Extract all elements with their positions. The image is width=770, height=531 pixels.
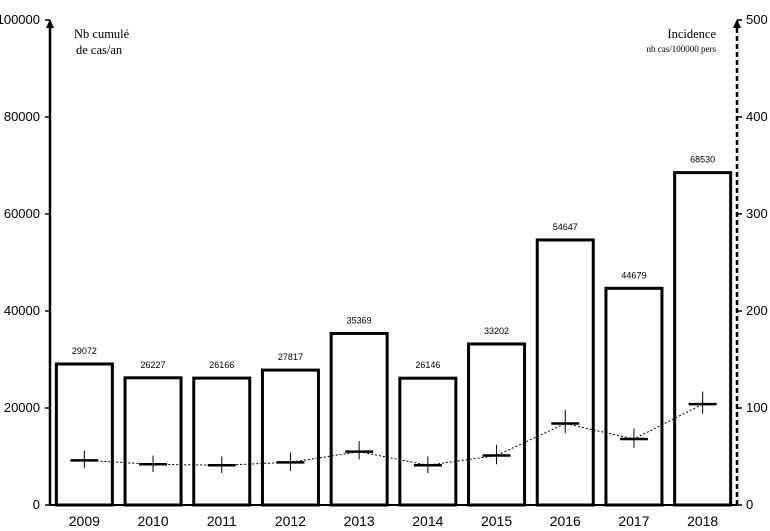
left-tick-label: 20000 [4, 400, 40, 415]
bar-data-label: 35369 [347, 315, 372, 325]
right-tick-label: 0 [746, 497, 753, 512]
right-y-axis: 0 100 200 300 400 500 [733, 12, 768, 512]
x-tick-label: 2014 [412, 513, 443, 529]
left-tick-label: 100000 [0, 12, 40, 27]
incidence-line-series [70, 391, 717, 473]
x-tick-label: 2011 [207, 513, 237, 529]
bar [329, 331, 389, 507]
bar [398, 376, 458, 507]
left-axis-arrow-icon [46, 19, 54, 28]
left-tick-label: 40000 [4, 303, 40, 318]
bar-series: 29072 26227 26166 27817 35369 26146 33202 54647… [54, 155, 733, 507]
bar-data-label: 26146 [415, 360, 440, 370]
bar [260, 368, 320, 507]
bar [535, 238, 595, 507]
bar-data-label: 26166 [209, 360, 234, 370]
x-axis: 2009 2010 2011 2012 2013 2014 2015 2016 2017 2018 [50, 504, 737, 529]
bar [604, 286, 664, 507]
x-tick-label: 2010 [137, 513, 168, 529]
bar-data-label: 54647 [553, 222, 578, 232]
bar-data-label: 29072 [72, 346, 97, 356]
x-tick-label: 2012 [275, 513, 306, 529]
bar [673, 171, 733, 507]
x-tick-label: 2013 [344, 513, 375, 529]
left-y-axis: 0 20000 40000 60000 80000 100000 [0, 12, 54, 512]
bar [123, 376, 183, 507]
x-tick-label: 2016 [550, 513, 581, 529]
right-tick-label: 400 [746, 109, 768, 124]
right-axis-title: Incidence [667, 27, 716, 41]
left-axis-title-line-1: Nb cumulé [74, 27, 130, 41]
left-axis-title-line-2: de cas/an [76, 43, 123, 57]
right-axis-subtitle: nb cas/100000 pers [647, 44, 717, 54]
bar [192, 376, 252, 507]
right-axis-arrow-icon [733, 19, 741, 28]
bar-data-label: 33202 [484, 326, 509, 336]
left-tick-label: 0 [33, 497, 40, 512]
left-tick-label: 60000 [4, 206, 40, 221]
bar [54, 362, 114, 507]
x-tick-label: 2015 [481, 513, 512, 529]
left-tick-label: 80000 [4, 109, 40, 124]
x-tick-label: 2009 [69, 513, 100, 529]
right-tick-label: 500 [746, 12, 768, 27]
bar-data-label: 26227 [141, 360, 166, 370]
right-tick-label: 100 [746, 400, 768, 415]
bar-data-label: 27817 [278, 352, 303, 362]
bar-data-label: 68530 [690, 155, 715, 165]
x-tick-label: 2018 [687, 513, 718, 529]
right-tick-label: 300 [746, 206, 768, 221]
right-tick-label: 200 [746, 303, 768, 318]
bar-data-label: 44679 [621, 270, 646, 280]
bar [467, 342, 527, 507]
x-tick-label: 2017 [618, 513, 649, 529]
